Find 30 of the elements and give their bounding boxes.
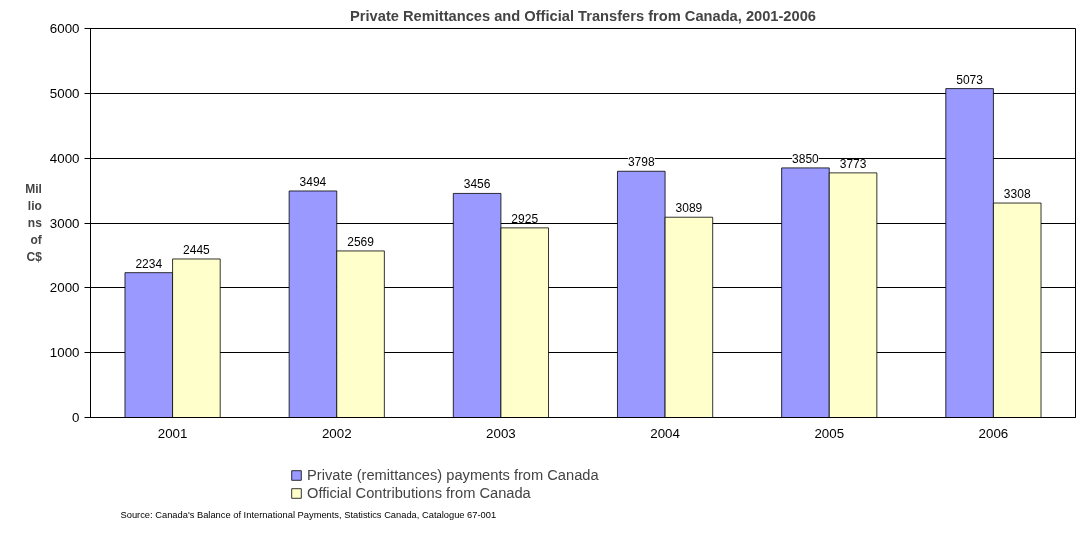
data-label: 2925 bbox=[511, 211, 539, 226]
x-tick-label: 2002 bbox=[321, 425, 352, 441]
data-label: 3089 bbox=[675, 201, 703, 216]
y-tick-label: 3000 bbox=[49, 215, 80, 231]
y-tick-label: 6000 bbox=[49, 21, 80, 36]
data-label: 3773 bbox=[839, 156, 867, 171]
y-tick-label: 5000 bbox=[49, 85, 80, 101]
data-label: 3850 bbox=[792, 151, 820, 166]
legend-label: Official Contributions from Canada bbox=[307, 485, 531, 501]
data-label: 2445 bbox=[183, 242, 211, 257]
y-tick-label: 1000 bbox=[49, 345, 80, 361]
data-label: 2569 bbox=[347, 234, 375, 249]
y-tick-label: 0 bbox=[72, 410, 80, 425]
y-tick-label: 4000 bbox=[49, 150, 80, 166]
x-tick-label: 2003 bbox=[486, 425, 516, 441]
y-tick-label: 2000 bbox=[49, 280, 80, 296]
x-tick-label: 2006 bbox=[978, 425, 1009, 441]
data-label: 3494 bbox=[299, 174, 327, 189]
legend-label: Private (remittances) payments from Canada bbox=[307, 467, 599, 483]
x-tick-label: 2005 bbox=[814, 425, 845, 441]
x-tick-label: 2004 bbox=[650, 425, 681, 441]
data-label: 3456 bbox=[463, 177, 491, 192]
data-label: 5073 bbox=[956, 72, 984, 87]
x-tick-label: 2001 bbox=[157, 425, 188, 441]
data-label: 3798 bbox=[627, 155, 655, 170]
y-axis-title: Millions of C$ bbox=[25, 182, 43, 264]
source-note: Source: Canada's Balance of International Payments, Statistics Canada, Catalogue 67-001 bbox=[120, 509, 497, 520]
chart-title: Private Remittances and Official Transfers from Canada, 2001-2006 bbox=[350, 7, 816, 24]
data-label: 2234 bbox=[135, 256, 163, 271]
data-label: 3308 bbox=[1003, 187, 1031, 202]
